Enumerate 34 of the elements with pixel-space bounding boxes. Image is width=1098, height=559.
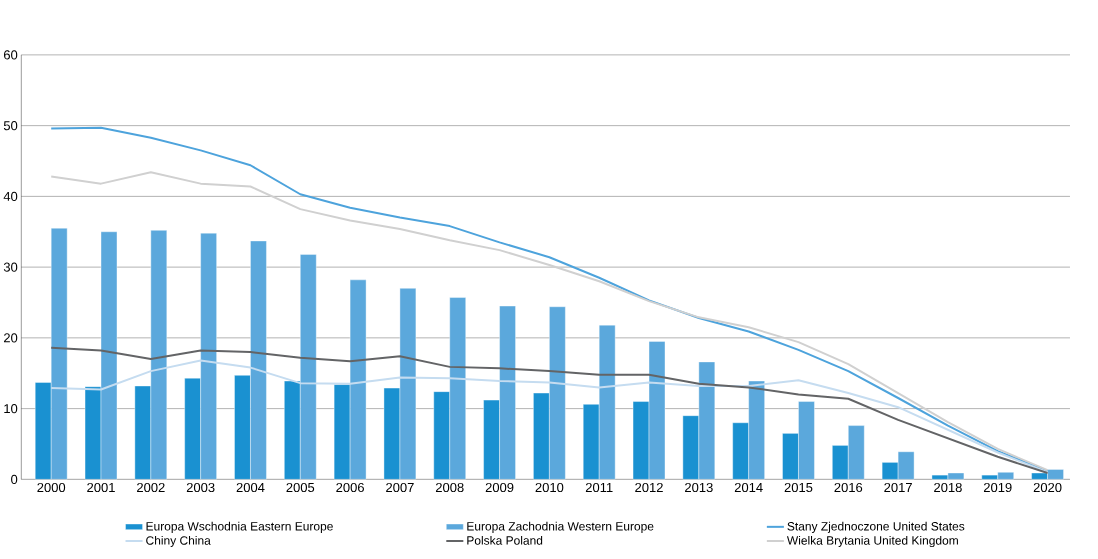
x-tick-label: 2012	[635, 482, 663, 492]
x-tick-label: 2000	[37, 482, 66, 492]
x-tick-label: 2006	[336, 482, 364, 492]
x-tick-label: 2011	[585, 482, 613, 492]
x-tick-label: 2010	[535, 482, 564, 492]
x-tick-label: 2018	[934, 482, 962, 492]
x-tick-label: 2009	[485, 482, 514, 492]
legend-label: Chiny China	[146, 535, 211, 547]
x-tick-label: 2020	[1033, 482, 1062, 492]
x-tick-label: 2005	[286, 482, 315, 492]
legend-label: Europa Wschodnia Eastern Europe	[146, 521, 333, 533]
legend-label: Wielka Brytania United Kingdom	[786, 535, 958, 547]
x-tick-label: 2008	[435, 482, 464, 492]
x-tick-label: 2016	[834, 482, 863, 492]
x-tick-label: 2007	[386, 482, 414, 492]
x-tick-label: 2003	[186, 482, 215, 492]
x-tick-label: 2002	[137, 482, 165, 492]
x-tick-label: 2004	[236, 482, 265, 492]
x-tick-label: 2001	[87, 482, 115, 492]
y-tick-label: 0	[11, 474, 18, 484]
x-tick-label: 2015	[784, 482, 813, 492]
x-tick-label: 2013	[685, 482, 713, 492]
y-tick-label: 20	[3, 333, 18, 343]
y-tick-label: 60	[3, 50, 18, 60]
x-tick-label: 2019	[983, 482, 1012, 492]
legend-label: Stany Zjednoczone United States	[787, 521, 965, 533]
y-tick-label: 50	[3, 120, 18, 131]
y-tick-label: 40	[3, 191, 18, 201]
legend-label: Europa Zachodnia Western Europe	[467, 521, 654, 533]
y-tick-label: 10	[4, 403, 18, 414]
x-tick-label: 2017	[884, 482, 912, 492]
x-tick-label: 2014	[734, 482, 763, 492]
legend-label: Polska Poland	[467, 535, 543, 545]
y-tick-label: 30	[3, 262, 18, 272]
